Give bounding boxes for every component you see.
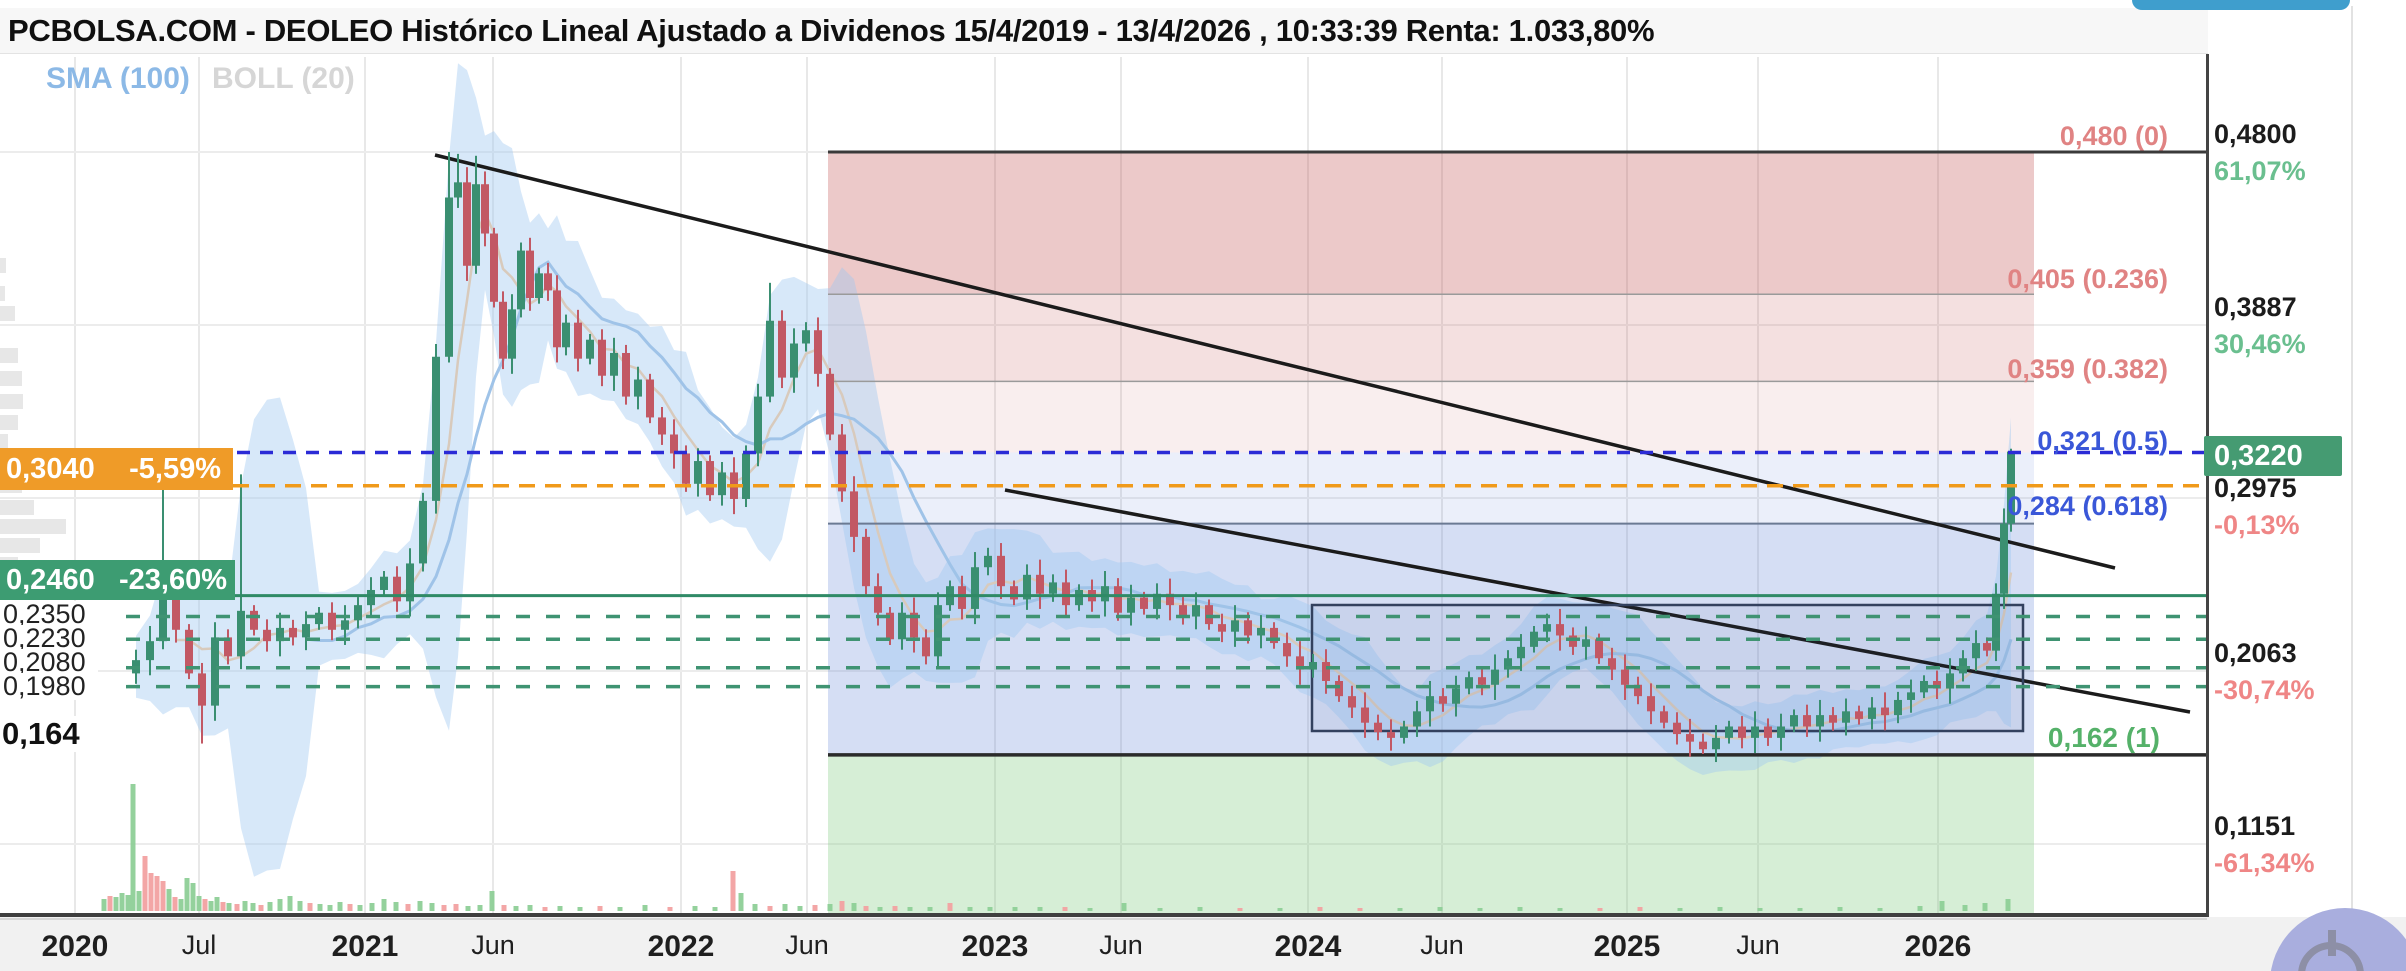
alert-orange-price: 0,3040: [6, 452, 95, 485]
left-axis-label-0: 0,2350: [0, 601, 98, 628]
current-price-badge: 0,3220: [2204, 436, 2342, 476]
fib-label-4: 0,284 (0.618): [2007, 491, 2168, 521]
right-axis-price-1: 0,3887: [2214, 292, 2297, 322]
fib-level-1-label: 0,162 (1): [2047, 722, 2160, 753]
right-axis-price-0: 0,4800: [2214, 119, 2297, 149]
fib-label-3: 0,321 (0.5): [2037, 426, 2168, 456]
title-bar: PCBOLSA.COM - DEOLEO Histórico Lineal Aj…: [0, 8, 2208, 54]
x-axis-tick-jun-7: Jun: [1099, 930, 1143, 960]
x-axis-tick-2026-12: 2026: [1904, 930, 1972, 963]
right-axis-price-2: 0,2975: [2214, 473, 2297, 503]
left-axis-label-3: 0,1980: [0, 673, 98, 700]
x-axis-tick-2024-8: 2024: [1274, 930, 1342, 963]
alert-orange-pct: -5,59%: [129, 452, 221, 485]
right-axis-pct-1: 30,46%: [2214, 329, 2306, 359]
right-axis-pct-0: 61,07%: [2214, 156, 2306, 186]
x-axis-tick-jun-5: Jun: [785, 930, 829, 960]
right-axis-pct-2: -0,13%: [2214, 510, 2300, 540]
left-axis-label-1: 0,2230: [0, 625, 98, 652]
alert-green-pct: -23,60%: [118, 563, 227, 596]
x-axis-tick-jun-9: Jun: [1420, 930, 1464, 960]
fib-label-1: 0,405 (0.236): [2007, 264, 2168, 294]
alert-badge-orange: 0,3040 -5,59%: [0, 448, 233, 490]
top-right-button[interactable]: [2132, 0, 2350, 10]
x-axis-tick-2021-2: 2021: [331, 930, 399, 963]
power-icon-stem: [2328, 930, 2336, 956]
x-axis-tick-2020-0: 2020: [41, 930, 109, 963]
right-axis-pct-3: -30,74%: [2214, 675, 2315, 705]
fib-label-0: 0,480 (0): [2059, 121, 2168, 151]
support-level-label: 0,164: [2, 716, 90, 752]
right-axis-price-4: 0,1151: [2214, 811, 2296, 841]
chart-title: PCBOLSA.COM - DEOLEO Histórico Lineal Aj…: [8, 13, 1655, 48]
right-axis-price-3: 0,2063: [2214, 638, 2297, 668]
x-axis-tick-jul-1: Jul: [181, 930, 217, 960]
x-axis-tick-2025-10: 2025: [1593, 930, 1661, 963]
x-axis-tick-2022-4: 2022: [647, 930, 715, 963]
x-axis-tick-jun-11: Jun: [1736, 930, 1780, 960]
left-axis-label-2: 0,2080: [0, 649, 98, 676]
legend-sma-100[interactable]: SMA (100): [46, 62, 190, 95]
x-axis-tick-jun-3: Jun: [471, 930, 515, 960]
x-axis-tick-2023-6: 2023: [961, 930, 1029, 963]
alert-badge-green: 0,2460 -23,60%: [0, 560, 235, 600]
right-axis-pct-4: -61,34%: [2214, 848, 2315, 878]
legend-boll-20[interactable]: BOLL (20): [212, 62, 355, 95]
fib-label-2: 0,359 (0.382): [2007, 354, 2168, 384]
alert-green-price: 0,2460: [6, 563, 95, 596]
